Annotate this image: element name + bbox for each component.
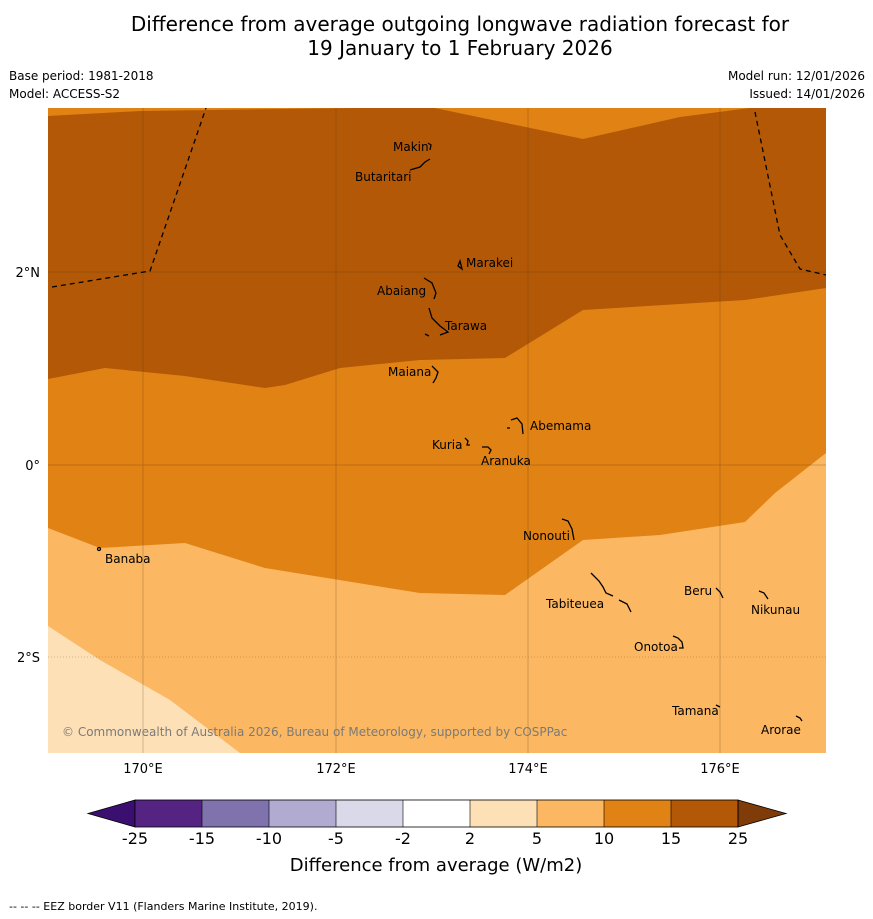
colorbar-segment (135, 800, 202, 827)
model-run: Model run: 12/01/2026 (727, 69, 865, 83)
label-kuria: Kuria (432, 438, 463, 452)
lat-label-0: 0° (25, 459, 40, 474)
colorbar-segment (537, 800, 604, 827)
label-onotoa: Onotoa (634, 640, 678, 654)
eez-footnote: -- -- -- EEZ border V11 (Flanders Marine… (9, 900, 318, 913)
label-tamana: Tamana (671, 704, 719, 718)
colorbar-segment (336, 800, 403, 827)
label-nonouti: Nonouti (523, 529, 570, 543)
colorbar-segment (202, 800, 269, 827)
label-makin: Makin (393, 140, 429, 154)
forecast-map: Makin Butaritari Marakei Abaiang Tarawa … (16, 108, 826, 876)
label-banaba: Banaba (105, 552, 151, 566)
meta-right: Model run: 12/01/2026 Issued: 14/01/2026 (728, 67, 865, 103)
island-outlines (96, 142, 803, 722)
lat-label-2s: 2°S (17, 651, 40, 666)
title-line-2: 19 January to 1 February 2026 (307, 36, 613, 60)
colorbar-segment (269, 800, 336, 827)
colorbar-tick-label: 2 (465, 829, 475, 848)
meta-left: Base period: 1981-2018 Model: ACCESS-S2 (9, 67, 154, 103)
lat-label-2n: 2°N (16, 266, 41, 281)
colorbar-tick-label: 25 (728, 829, 748, 848)
label-nikunau: Nikunau (751, 603, 800, 617)
colorbar-tick-label: -10 (256, 829, 282, 848)
base-period: Base period: 1981-2018 (9, 69, 154, 83)
label-aranuka: Aranuka (481, 454, 531, 468)
lon-label-176e: 176°E (700, 762, 740, 777)
graticule (48, 108, 826, 753)
colorbar-segment (671, 800, 738, 827)
colorbar-tick-label: -15 (189, 829, 215, 848)
colorbar-tick-label: 10 (594, 829, 614, 848)
colorbar-segment (403, 800, 470, 827)
colorbar: -25 -15 -10 -5 -2 2 5 10 15 25 (86, 799, 788, 848)
label-tarawa: Tarawa (444, 319, 487, 333)
colorbar-frame (134, 799, 739, 828)
label-maiana: Maiana (388, 365, 431, 379)
label-butaritari: Butaritari (355, 170, 412, 184)
band-15-to-25 (48, 108, 826, 388)
colorbar-extend-low (86, 799, 136, 828)
chart-title: Difference from average outgoing longwav… (0, 12, 873, 60)
label-marakei: Marakei (466, 256, 513, 270)
lon-label-172e: 172°E (316, 762, 356, 777)
label-abaiang: Abaiang (377, 284, 426, 298)
issued-date: Issued: 14/01/2026 (749, 87, 865, 101)
eez-border (51, 108, 826, 288)
colorbar-tick-label: 15 (661, 829, 681, 848)
label-tabiteuea: Tabiteuea (545, 597, 604, 611)
copyright-notice: © Commonwealth of Australia 2026, Bureau… (62, 725, 567, 739)
colorbar-extend-high (737, 799, 788, 828)
colorbar-segment (604, 800, 671, 827)
title-line-1: Difference from average outgoing longwav… (130, 12, 790, 36)
colorbar-tick-label: -25 (122, 829, 148, 848)
colorbar-title: Difference from average (W/m2) (290, 855, 582, 876)
colorbar-tick-label: -2 (395, 829, 411, 848)
model-name: Model: ACCESS-S2 (9, 87, 121, 101)
lon-label-174e: 174°E (508, 762, 548, 777)
colorbar-tick-label: -5 (328, 829, 344, 848)
colorbar-tick-label: 5 (532, 829, 542, 848)
anomaly-field: Makin Butaritari Marakei Abaiang Tarawa … (48, 108, 826, 753)
label-beru: Beru (684, 584, 712, 598)
band-2-to-5 (48, 626, 240, 753)
label-abemama: Abemama (530, 419, 591, 433)
colorbar-segment (470, 800, 537, 827)
label-arorae: Arorae (761, 723, 801, 737)
lon-label-170e: 170°E (123, 762, 163, 777)
